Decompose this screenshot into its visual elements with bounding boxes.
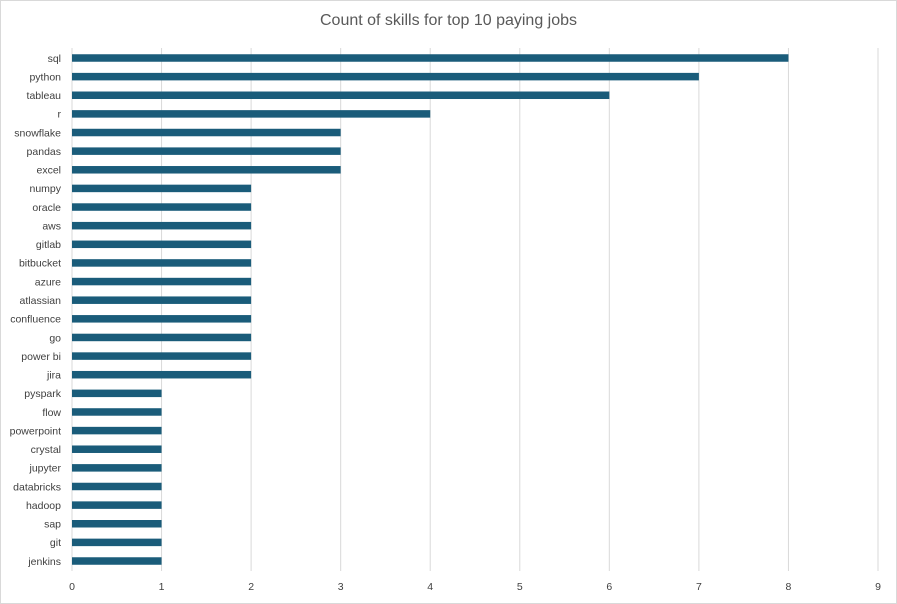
bar-pandas xyxy=(72,147,341,155)
category-label: flow xyxy=(42,407,61,419)
bar-excel xyxy=(72,166,341,174)
bar-oracle xyxy=(72,203,252,211)
category-label: azure xyxy=(35,276,61,288)
category-label: confluence xyxy=(10,314,61,326)
category-label: pandas xyxy=(27,146,61,158)
x-tick-label: 9 xyxy=(875,581,881,593)
category-label: atlassian xyxy=(20,295,62,307)
category-label: go xyxy=(49,332,61,344)
x-tick-label: 0 xyxy=(69,581,75,593)
x-tick-label: 4 xyxy=(427,581,433,593)
bar-databricks xyxy=(72,482,162,491)
category-label: hadoop xyxy=(26,500,61,512)
x-tick-label: 3 xyxy=(338,581,344,593)
bar-jupyter xyxy=(72,464,162,472)
category-label: snowflake xyxy=(14,127,61,139)
category-label: crystal xyxy=(31,444,61,456)
bar-gitlab xyxy=(72,240,252,249)
bar-atlassian xyxy=(72,296,252,304)
x-tick-label: 1 xyxy=(159,581,165,593)
bar-numpy xyxy=(72,184,252,193)
category-label: pyspark xyxy=(24,388,62,400)
bars xyxy=(72,54,789,565)
category-label: sap xyxy=(44,519,61,531)
bar-r xyxy=(72,110,431,118)
chart-title: Count of skills for top 10 paying jobs xyxy=(319,12,578,29)
bar-sql xyxy=(72,54,789,62)
category-label: power bi xyxy=(21,351,61,363)
x-tick-label: 8 xyxy=(786,581,792,593)
bar-pyspark xyxy=(72,389,162,398)
category-labels: sql python tableau r snowflake pandas excel num… xyxy=(10,53,62,568)
bar-power-bi xyxy=(72,352,252,360)
bar-hadoop xyxy=(72,501,162,509)
bar-python xyxy=(72,72,699,81)
category-label: git xyxy=(50,537,61,549)
category-label: powerpoint xyxy=(10,425,61,437)
x-axis-tick-labels: 0 1 2 3 4 5 6 7 8 9 xyxy=(69,581,881,593)
bar-snowflake xyxy=(72,128,341,137)
bar-sap xyxy=(72,520,162,528)
category-label: jenkins xyxy=(27,556,61,568)
x-tick-label: 6 xyxy=(606,581,612,593)
bar-confluence xyxy=(72,315,252,323)
bar-powerpoint xyxy=(72,426,162,435)
x-tick-label: 7 xyxy=(696,581,702,593)
category-label: numpy xyxy=(29,183,61,195)
x-tick-label: 5 xyxy=(517,581,523,593)
category-label: jupyter xyxy=(28,463,61,475)
category-label: bitbucket xyxy=(19,258,61,270)
category-label: gitlab xyxy=(36,239,61,251)
category-label: excel xyxy=(36,165,61,177)
category-label: databricks xyxy=(13,481,61,493)
category-label: r xyxy=(58,109,62,121)
bar-jira xyxy=(72,370,252,379)
bar-azure xyxy=(72,277,252,286)
bar-flow xyxy=(72,408,162,416)
bar-git xyxy=(72,538,162,547)
category-label: jira xyxy=(46,370,61,382)
x-tick-label: 2 xyxy=(248,581,254,593)
gridlines xyxy=(71,48,879,571)
bar-tableau xyxy=(72,91,610,100)
bar-crystal xyxy=(72,445,162,453)
bar-bitbucket xyxy=(72,259,252,267)
bar-jenkins xyxy=(72,557,162,565)
category-label: sql xyxy=(48,53,61,65)
bar-go xyxy=(72,333,252,342)
category-label: oracle xyxy=(32,202,61,214)
category-label: aws xyxy=(42,220,61,232)
bar-aws xyxy=(72,221,252,230)
category-label: python xyxy=(29,71,61,83)
category-label: tableau xyxy=(27,90,62,102)
